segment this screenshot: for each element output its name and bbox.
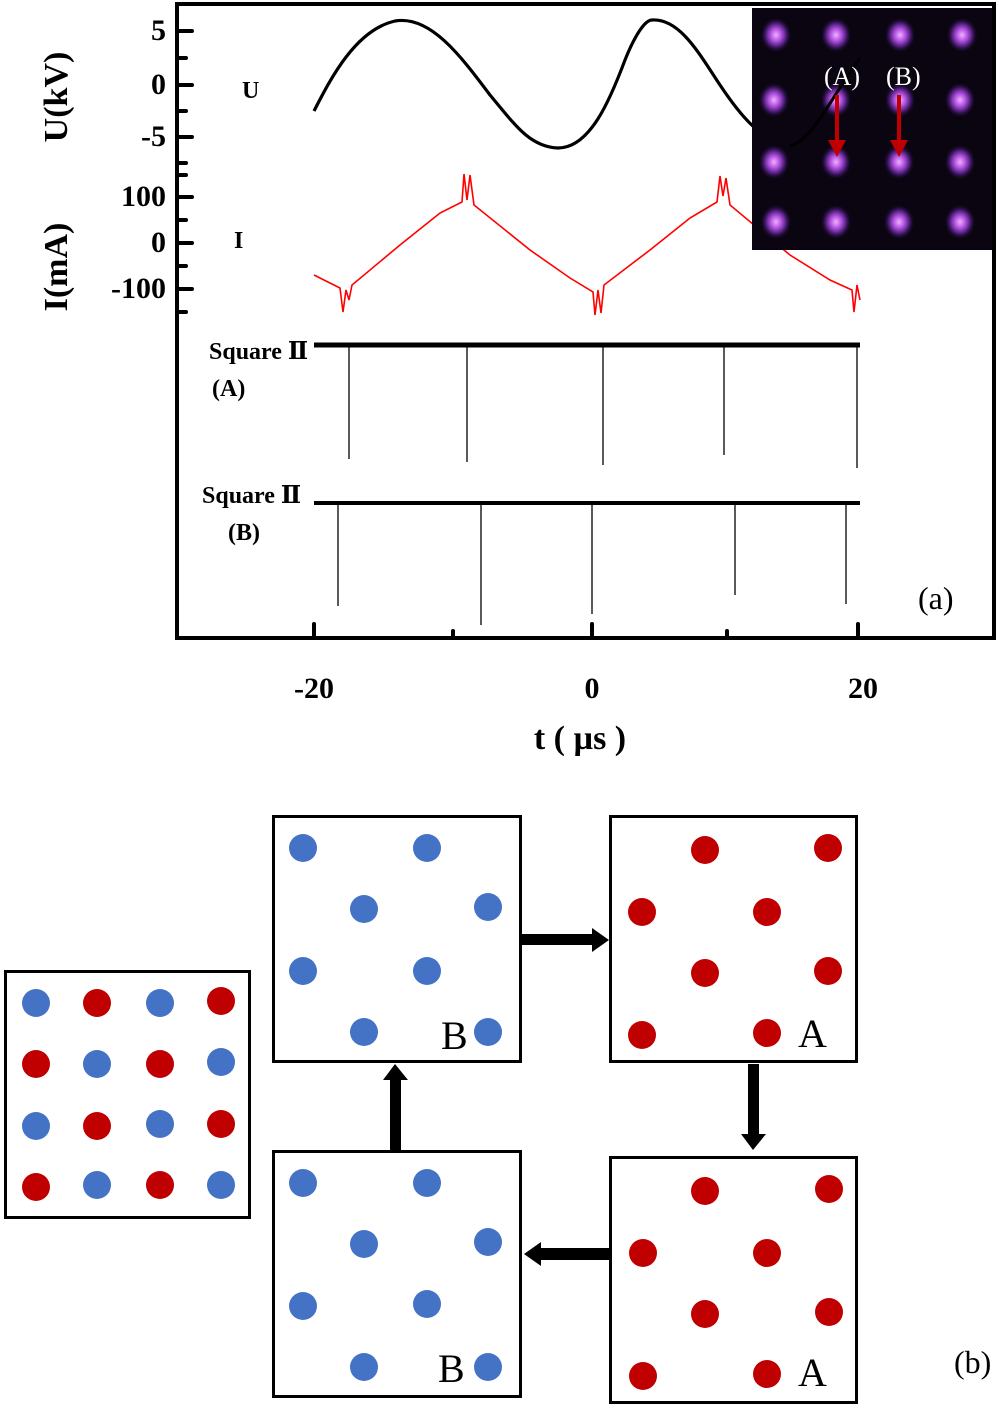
arrow-right-icon bbox=[522, 928, 609, 952]
combined-lattice-box bbox=[4, 970, 251, 1219]
dot-blue bbox=[22, 989, 50, 1017]
voltage-trace bbox=[312, 18, 791, 150]
dot-blue bbox=[413, 834, 441, 862]
x-axis-label: t ( µs ) bbox=[533, 720, 627, 757]
dot-blue bbox=[289, 1169, 317, 1197]
dot-blue bbox=[289, 1292, 317, 1320]
dot-red bbox=[815, 1298, 843, 1326]
dot-blue bbox=[474, 1018, 502, 1046]
dot-blue bbox=[146, 1110, 174, 1138]
dot-blue bbox=[413, 957, 441, 985]
u-tick-5: 5 bbox=[151, 14, 166, 47]
trace-label-square-a-id: (A) bbox=[212, 376, 246, 402]
i-tick-neg100: -100 bbox=[111, 272, 166, 305]
u-tick-0: 0 bbox=[151, 68, 166, 101]
dot-red bbox=[207, 1110, 235, 1138]
square-a-trace bbox=[314, 342, 860, 468]
arrow-up-icon bbox=[383, 1064, 408, 1150]
dot-blue bbox=[350, 895, 378, 923]
inset-label-a: (A) bbox=[824, 62, 861, 91]
dot-red bbox=[22, 1173, 50, 1201]
dot-red bbox=[83, 989, 111, 1017]
box-label-b: B bbox=[441, 1013, 468, 1058]
dot-red bbox=[629, 1362, 657, 1390]
dot-blue bbox=[207, 1171, 235, 1199]
dot-red bbox=[814, 834, 842, 862]
sublattice-b-bottom-box: B bbox=[272, 1150, 522, 1398]
arrow-left-icon bbox=[524, 1242, 609, 1266]
arrow-b-icon bbox=[890, 95, 908, 157]
dot-blue bbox=[83, 1050, 111, 1078]
dot-blue bbox=[474, 893, 502, 921]
dot-blue bbox=[413, 1290, 441, 1318]
panel-a-plot bbox=[175, 2, 996, 640]
plot-frame bbox=[175, 2, 996, 640]
panel-label-a: (a) bbox=[918, 580, 954, 616]
dot-red bbox=[22, 1050, 50, 1078]
dot-blue bbox=[207, 1048, 235, 1076]
dot-blue bbox=[474, 1353, 502, 1381]
dot-blue bbox=[350, 1018, 378, 1046]
dot-blue bbox=[83, 1171, 111, 1199]
trace-label-square-b: Square Ⅱ bbox=[202, 483, 302, 509]
trace-label-square-b-id: (B) bbox=[228, 520, 260, 546]
trace-label-u: U bbox=[242, 78, 260, 104]
dot-red bbox=[815, 1175, 843, 1203]
dot-red bbox=[691, 1177, 719, 1205]
box-label-b: B bbox=[438, 1346, 465, 1391]
box-label-a: A bbox=[798, 1011, 827, 1056]
trace-label-i: I bbox=[234, 228, 244, 254]
square-b-trace bbox=[314, 501, 860, 625]
dot-red bbox=[629, 1239, 657, 1267]
dot-blue bbox=[474, 1228, 502, 1256]
x-tick-0: 0 bbox=[584, 672, 600, 705]
y-axis-label-current: I(mA) bbox=[38, 222, 75, 312]
x-axis-ticks bbox=[312, 622, 860, 640]
dot-red bbox=[814, 957, 842, 985]
x-tick-20: 20 bbox=[848, 672, 878, 705]
discharge-image-inset bbox=[752, 8, 992, 250]
dot-red bbox=[146, 1171, 174, 1199]
dot-red bbox=[753, 1360, 781, 1388]
dot-red bbox=[753, 898, 781, 926]
sublattice-a-bottom-box: A bbox=[609, 1156, 858, 1404]
i-tick-100: 100 bbox=[121, 180, 166, 213]
dot-red bbox=[691, 959, 719, 987]
u-axis-ticks bbox=[175, 29, 194, 165]
dot-blue bbox=[146, 989, 174, 1017]
dot-red bbox=[628, 1021, 656, 1049]
dot-blue bbox=[350, 1353, 378, 1381]
arrow-down-icon bbox=[741, 1064, 766, 1150]
u-tick-neg5: -5 bbox=[141, 120, 166, 153]
trace-label-square-a: Square Ⅱ bbox=[209, 339, 309, 365]
dot-red bbox=[691, 1300, 719, 1328]
sublattice-a-top-box: A bbox=[609, 815, 858, 1063]
dot-blue bbox=[289, 834, 317, 862]
dot-blue bbox=[289, 957, 317, 985]
sublattice-b-top-box: B bbox=[272, 815, 522, 1063]
i-tick-0: 0 bbox=[151, 226, 166, 259]
dot-blue bbox=[413, 1169, 441, 1197]
arrow-a-icon bbox=[828, 95, 846, 157]
x-tick-neg20: -20 bbox=[294, 672, 334, 705]
dot-blue bbox=[350, 1230, 378, 1258]
dot-red bbox=[628, 898, 656, 926]
dot-red bbox=[753, 1019, 781, 1047]
dot-red bbox=[753, 1239, 781, 1267]
y-axis-label-voltage: U(kV) bbox=[38, 51, 75, 143]
dot-red bbox=[146, 1050, 174, 1078]
dot-blue bbox=[22, 1112, 50, 1140]
i-axis-ticks bbox=[175, 173, 194, 314]
dot-red bbox=[83, 1112, 111, 1140]
dot-red bbox=[691, 836, 719, 864]
box-label-a: A bbox=[798, 1350, 827, 1395]
inset-label-b: (B) bbox=[886, 62, 921, 91]
dot-red bbox=[207, 987, 235, 1015]
panel-label-b: (b) bbox=[954, 1344, 992, 1380]
